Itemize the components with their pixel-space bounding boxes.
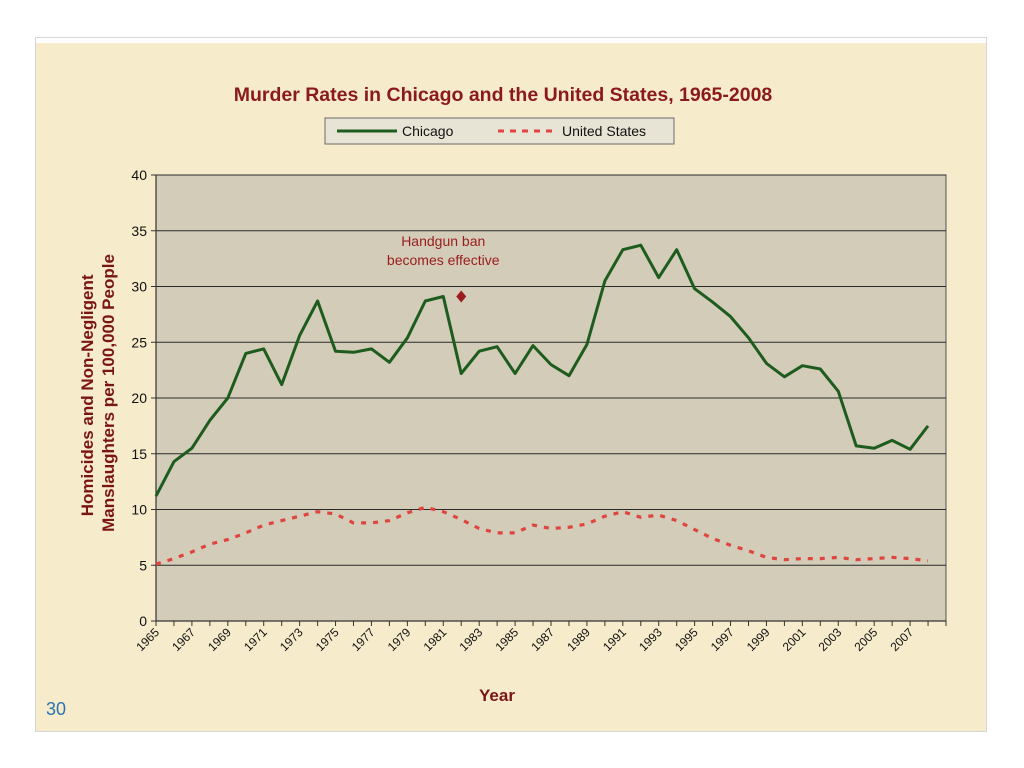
x-ticks: 1965 1967 1969 1971 1973 1975 1977 1979 1981 1983…	[133, 621, 947, 654]
x-tick-label-1971: 1971	[241, 625, 270, 654]
x-tick-label-1993: 1993	[636, 625, 665, 654]
x-tick-label-1969: 1969	[205, 625, 234, 654]
y-axis-label: Homicides and Non-Negligent Manslaughter…	[78, 254, 118, 532]
y-tick-label-20: 20	[131, 390, 147, 406]
x-tick-label-1975: 1975	[313, 625, 342, 654]
annotation-text: Handgun ban becomes effective	[387, 233, 500, 268]
x-tick-label-1983: 1983	[457, 625, 486, 654]
series-line-united-states	[155, 505, 929, 566]
x-tick-label-2007: 2007	[887, 625, 916, 654]
x-tick-label-1999: 1999	[744, 625, 773, 654]
legend-label-united-states: United States	[562, 123, 646, 139]
y-tick-label-35: 35	[131, 223, 147, 239]
x-tick-label-1965: 1965	[133, 625, 162, 654]
y-axis-label-line-2: Manslaughters per 100,000 People	[99, 254, 118, 532]
x-tick-label-1977: 1977	[349, 625, 378, 654]
chart-title: Murder Rates in Chicago and the United S…	[234, 84, 773, 106]
y-tick-label-5: 5	[139, 557, 147, 573]
y-tick-label-30: 30	[131, 279, 147, 295]
x-tick-label-1991: 1991	[600, 625, 629, 654]
legend: Chicago United States	[324, 117, 675, 145]
annotation-line-1: Handgun ban	[401, 233, 485, 249]
x-tick-label-2003: 2003	[816, 625, 845, 654]
y-axis-label-line-1: Homicides and Non-Negligent	[78, 274, 97, 516]
x-axis-label: Year	[479, 686, 515, 705]
x-tick-label-1985: 1985	[492, 625, 521, 654]
chart-area: Murder Rates in Chicago and the United S…	[36, 43, 986, 731]
x-tick-label-1997: 1997	[708, 625, 737, 654]
x-tick-label-1981: 1981	[421, 625, 450, 654]
x-tick-label-1967: 1967	[169, 625, 198, 654]
y-tick-label-10: 10	[131, 502, 147, 518]
gridlines: 0 5 10 15 20 25 30 35 40	[131, 167, 946, 629]
x-tick-label-1979: 1979	[385, 625, 414, 654]
x-tick-label-2005: 2005	[852, 625, 881, 654]
y-tick-label-25: 25	[131, 334, 147, 350]
annotation-line-2: becomes effective	[387, 252, 500, 268]
x-tick-label-1995: 1995	[672, 625, 701, 654]
x-tick-label-1973: 1973	[277, 625, 306, 654]
y-tick-label-15: 15	[131, 446, 147, 462]
x-tick-label-2001: 2001	[780, 625, 809, 654]
legend-label-chicago: Chicago	[402, 123, 454, 139]
line-chart: Murder Rates in Chicago and the United S…	[78, 84, 947, 705]
y-tick-label-0: 0	[139, 613, 147, 629]
y-tick-label-40: 40	[131, 167, 147, 183]
x-tick-label-1989: 1989	[564, 625, 593, 654]
series-line-chicago	[154, 243, 930, 497]
page-number: 30	[46, 699, 67, 719]
annotation-marker	[456, 290, 467, 303]
x-tick-label-1987: 1987	[528, 625, 557, 654]
